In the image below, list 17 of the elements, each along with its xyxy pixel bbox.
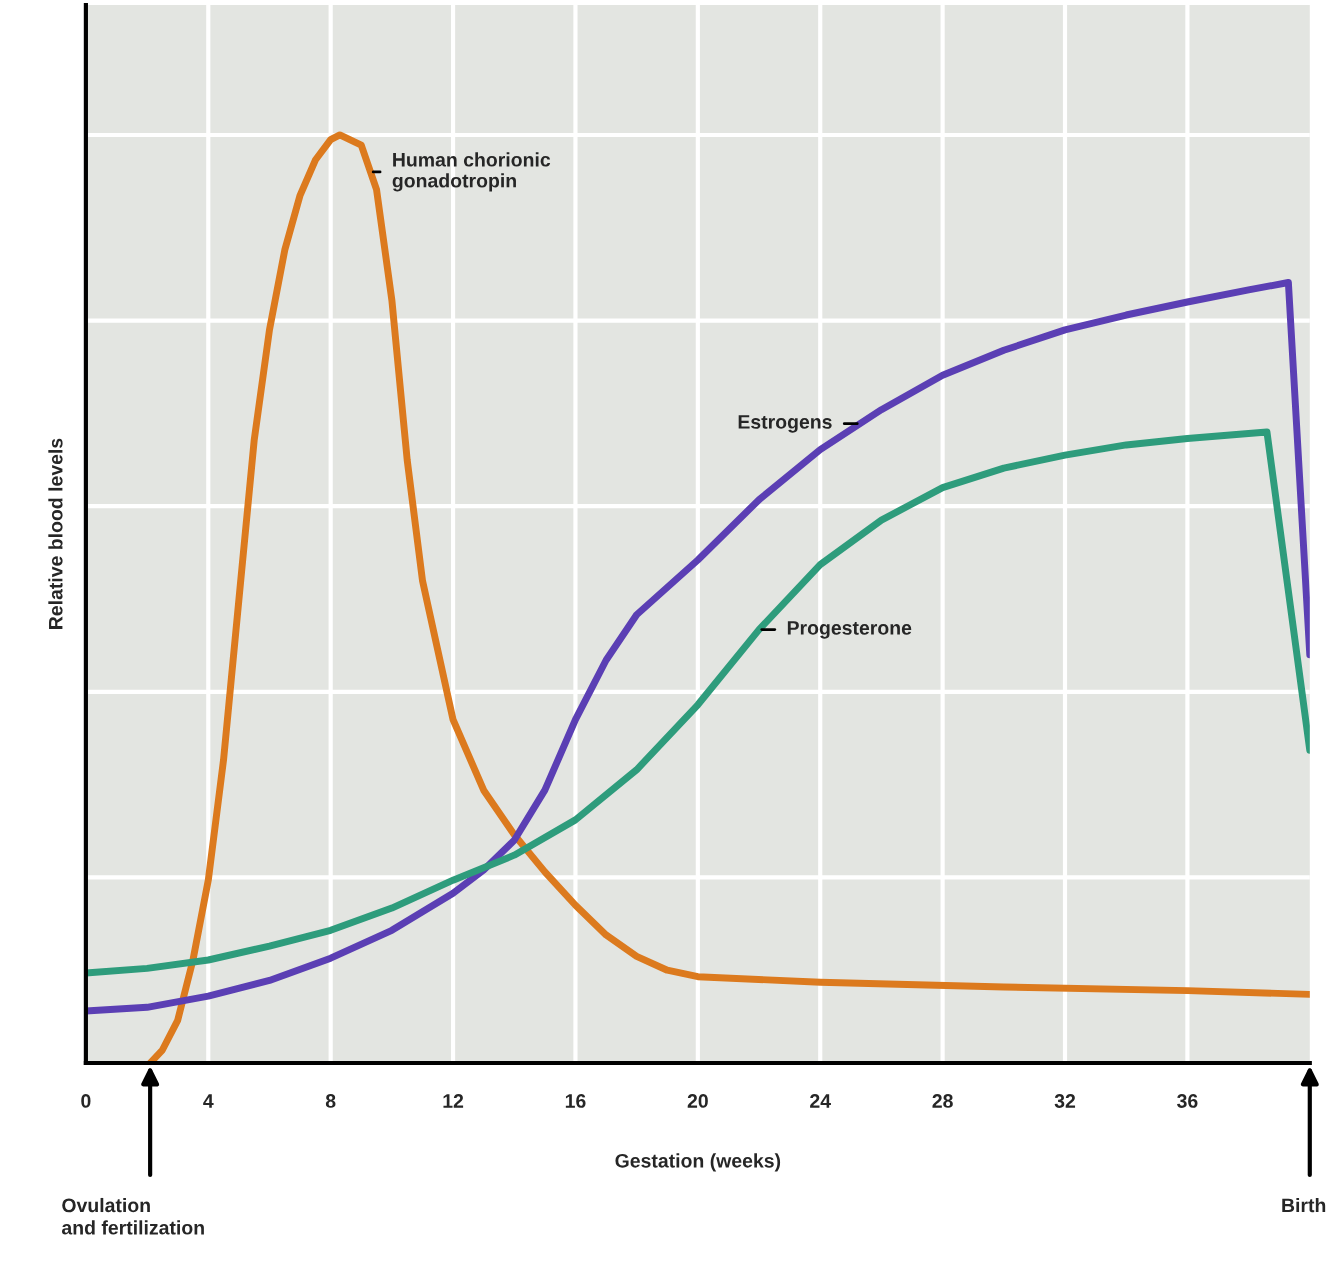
series-label: Estrogens [738, 415, 832, 433]
x-tick-label: 12 [443, 1094, 464, 1108]
series-label: Progesterone [787, 621, 912, 639]
x-tick-label: 4 [203, 1094, 214, 1108]
x-axis-title: Gestation (weeks) [615, 1153, 781, 1172]
x-tick-label: 16 [565, 1094, 586, 1108]
annotation: Ovulation and fertilization [61, 1197, 204, 1235]
x-tick-label: 28 [932, 1094, 953, 1108]
x-tick-label: 32 [1054, 1094, 1076, 1108]
y-axis-title: Relative blood levels [48, 438, 63, 629]
text: Birth [1282, 1197, 1326, 1213]
x-tick-label: 8 [325, 1094, 336, 1108]
x-tick-label: 36 [1177, 1094, 1198, 1108]
x-tick-label: 20 [687, 1094, 708, 1108]
series-label: Human chorionic gonadotropin [392, 152, 551, 192]
x-tick-label: 0 [81, 1094, 91, 1108]
x-tick-label: 24 [810, 1094, 831, 1108]
